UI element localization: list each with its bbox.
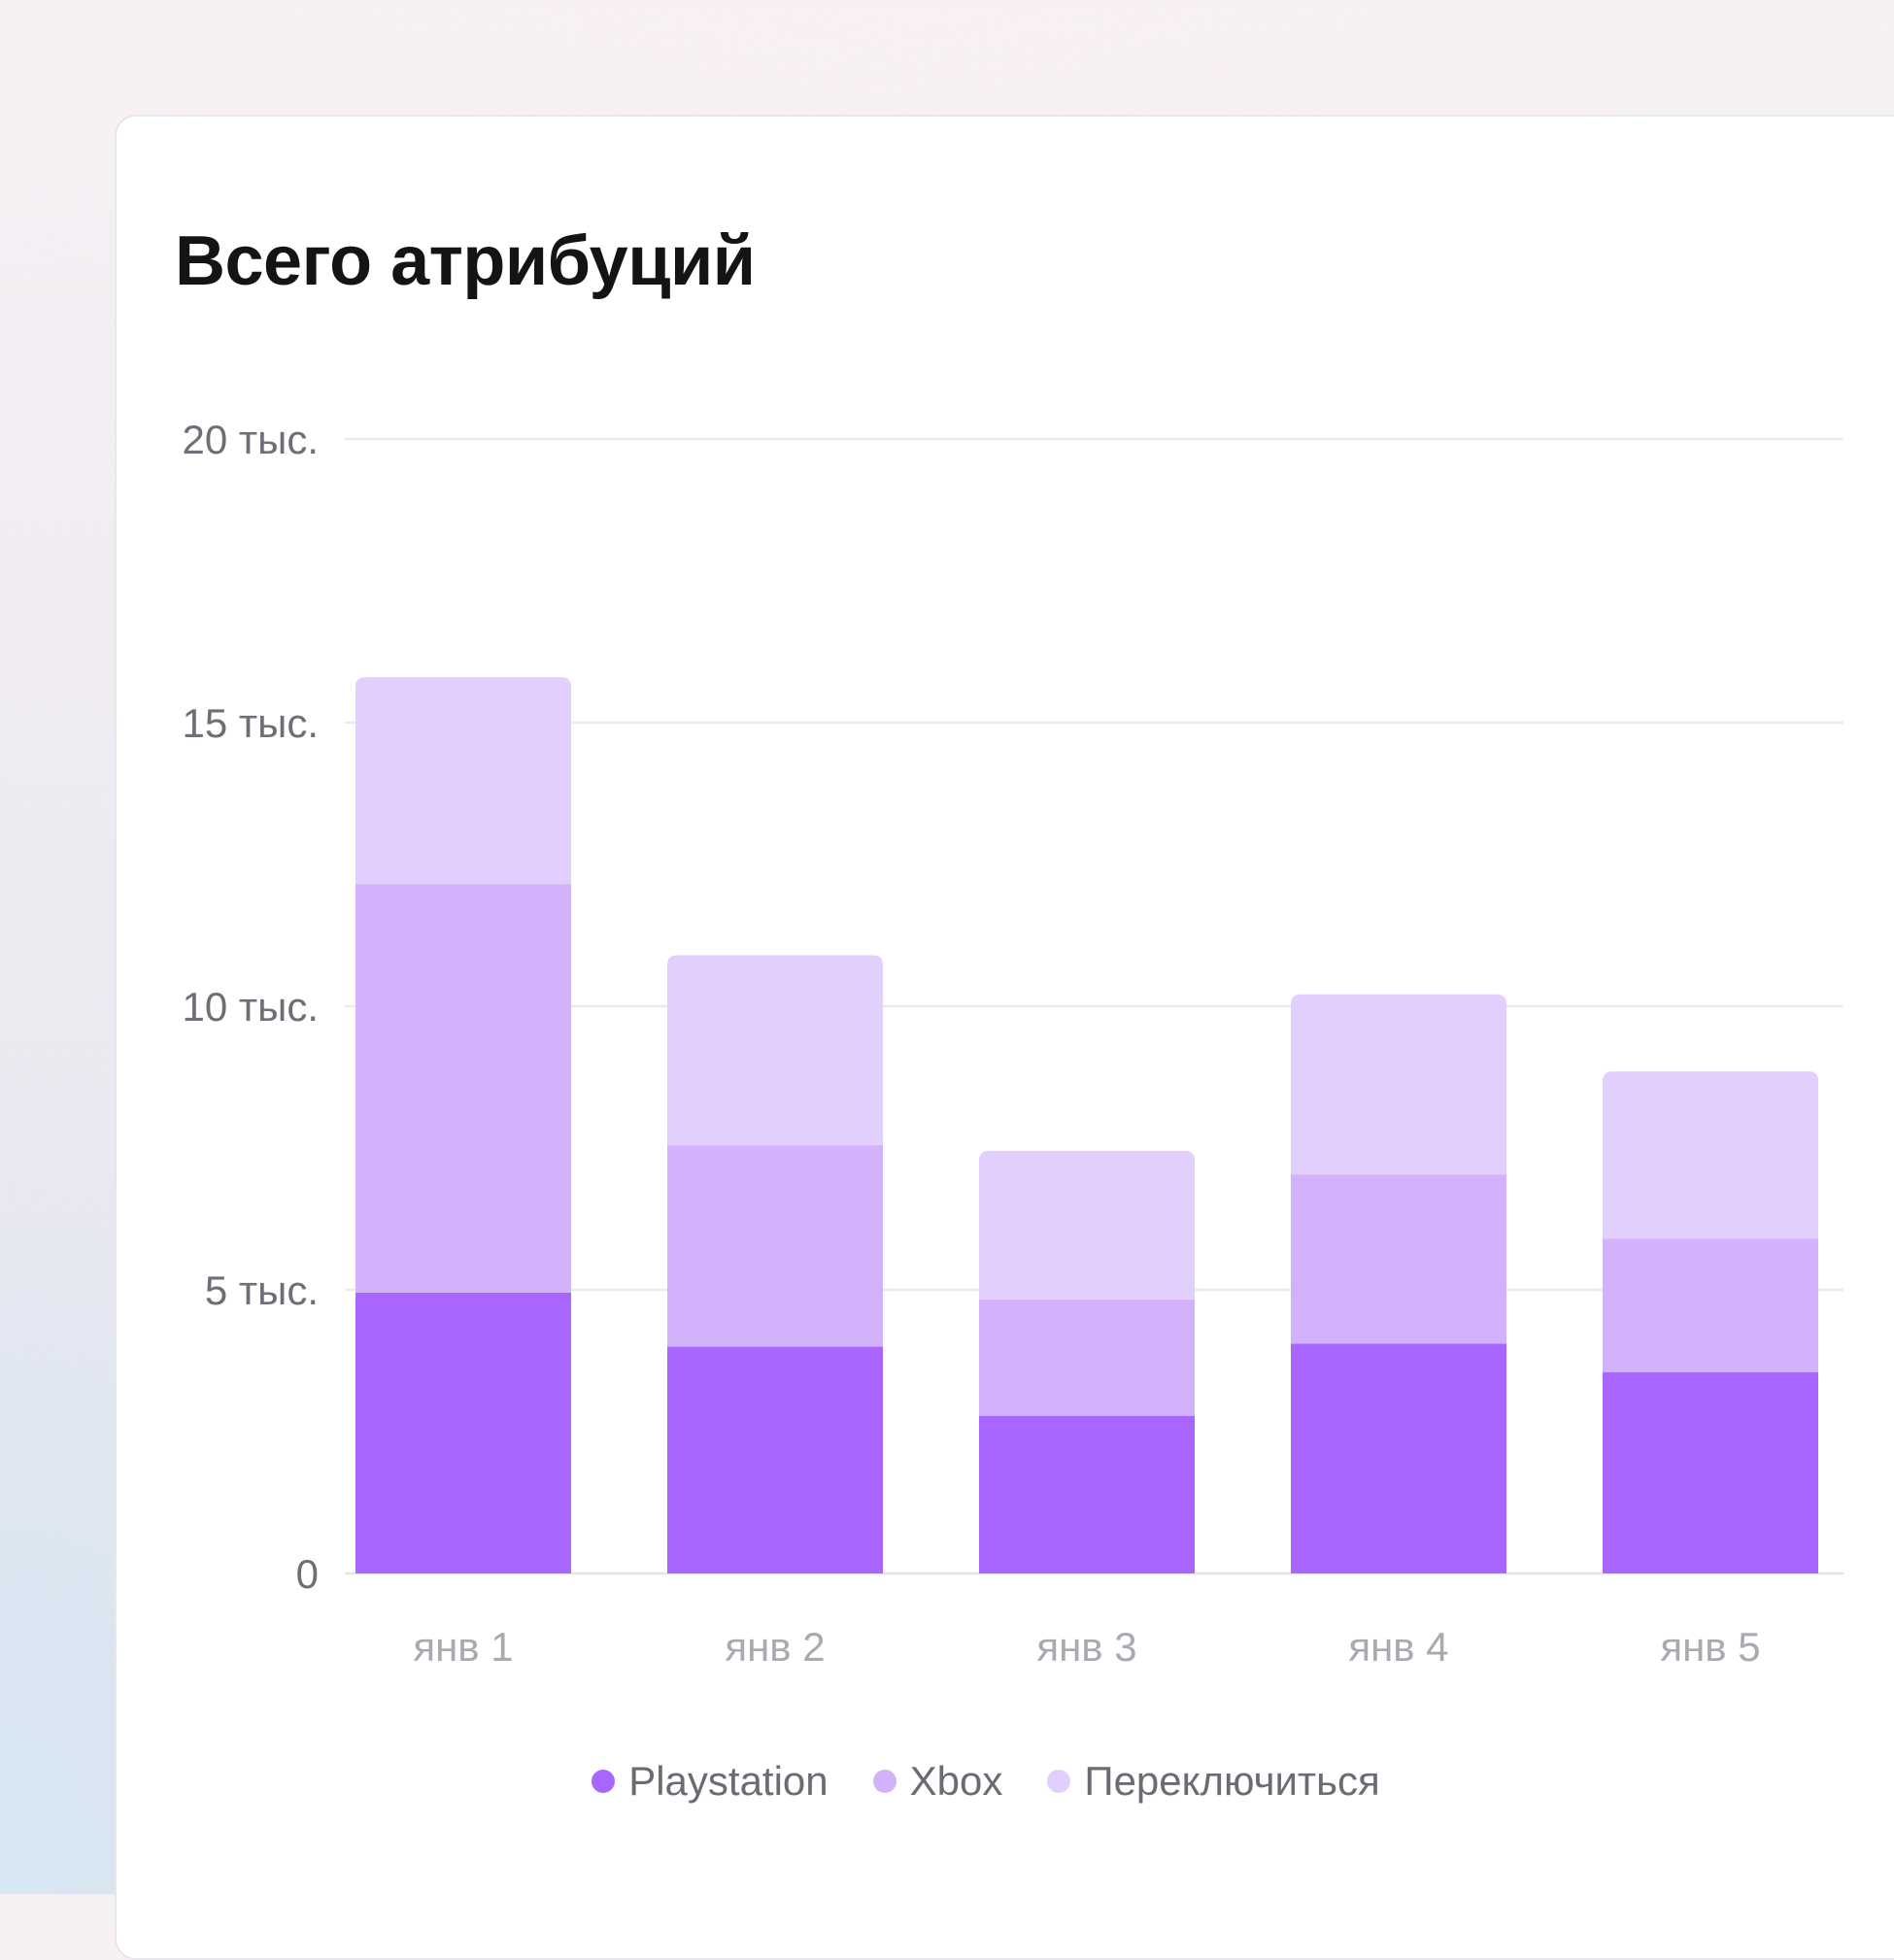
bar-segment-xbox — [1603, 1238, 1818, 1372]
bar-segment-playstation — [979, 1415, 1195, 1573]
legend-label: Xbox — [909, 1758, 1003, 1804]
x-tick-label: янв 4 — [1348, 1624, 1448, 1670]
legend-dot-icon — [872, 1770, 896, 1793]
bar-segment-playstation — [355, 1292, 571, 1573]
bar-segment-переключиться — [1603, 1071, 1818, 1239]
bar-segment-переключиться — [1291, 994, 1506, 1175]
x-tick-label: янв 3 — [1036, 1624, 1136, 1670]
bar-segment-playstation — [667, 1346, 883, 1573]
bar-segment-xbox — [355, 884, 571, 1293]
y-tick-label: 0 — [296, 1551, 319, 1597]
bar-segment-переключиться — [979, 1150, 1195, 1300]
bar-segment-playstation — [1603, 1371, 1818, 1573]
legend-label: Переключиться — [1084, 1758, 1380, 1804]
x-tick-label: янв 5 — [1660, 1624, 1760, 1670]
bar-segment-xbox — [979, 1299, 1195, 1416]
legend-dot-icon — [1047, 1770, 1071, 1793]
legend-dot-icon — [592, 1770, 616, 1793]
x-tick-label: янв 2 — [725, 1624, 825, 1670]
legend-item: Xbox — [872, 1758, 1003, 1805]
bar-segment-переключиться — [355, 677, 571, 885]
chart-title: Всего атрибуций — [175, 222, 756, 300]
bar-segment-переключиться — [667, 955, 883, 1146]
bar-segment-xbox — [1291, 1174, 1506, 1344]
y-tick-label: 15 тыс. — [183, 700, 319, 746]
y-tick-label: 10 тыс. — [183, 984, 319, 1030]
bar-segment-playstation — [1291, 1343, 1506, 1573]
x-tick-label: янв 1 — [413, 1624, 513, 1670]
chart-legend: Playstation Xbox Переключиться — [0, 1758, 1894, 1805]
stacked-bar-chart: 0 5 тыс. 10 тыс. 15 тыс. 20 тыс. янв 1 янв 2 ян… — [183, 417, 1843, 1670]
bar-segment-xbox — [667, 1145, 883, 1347]
y-tick-label: 20 тыс. — [183, 417, 319, 462]
legend-label: Playstation — [628, 1758, 829, 1804]
y-tick-label: 5 тыс. — [205, 1267, 319, 1313]
legend-item: Playstation — [592, 1758, 829, 1805]
legend-item: Переключиться — [1047, 1758, 1380, 1805]
